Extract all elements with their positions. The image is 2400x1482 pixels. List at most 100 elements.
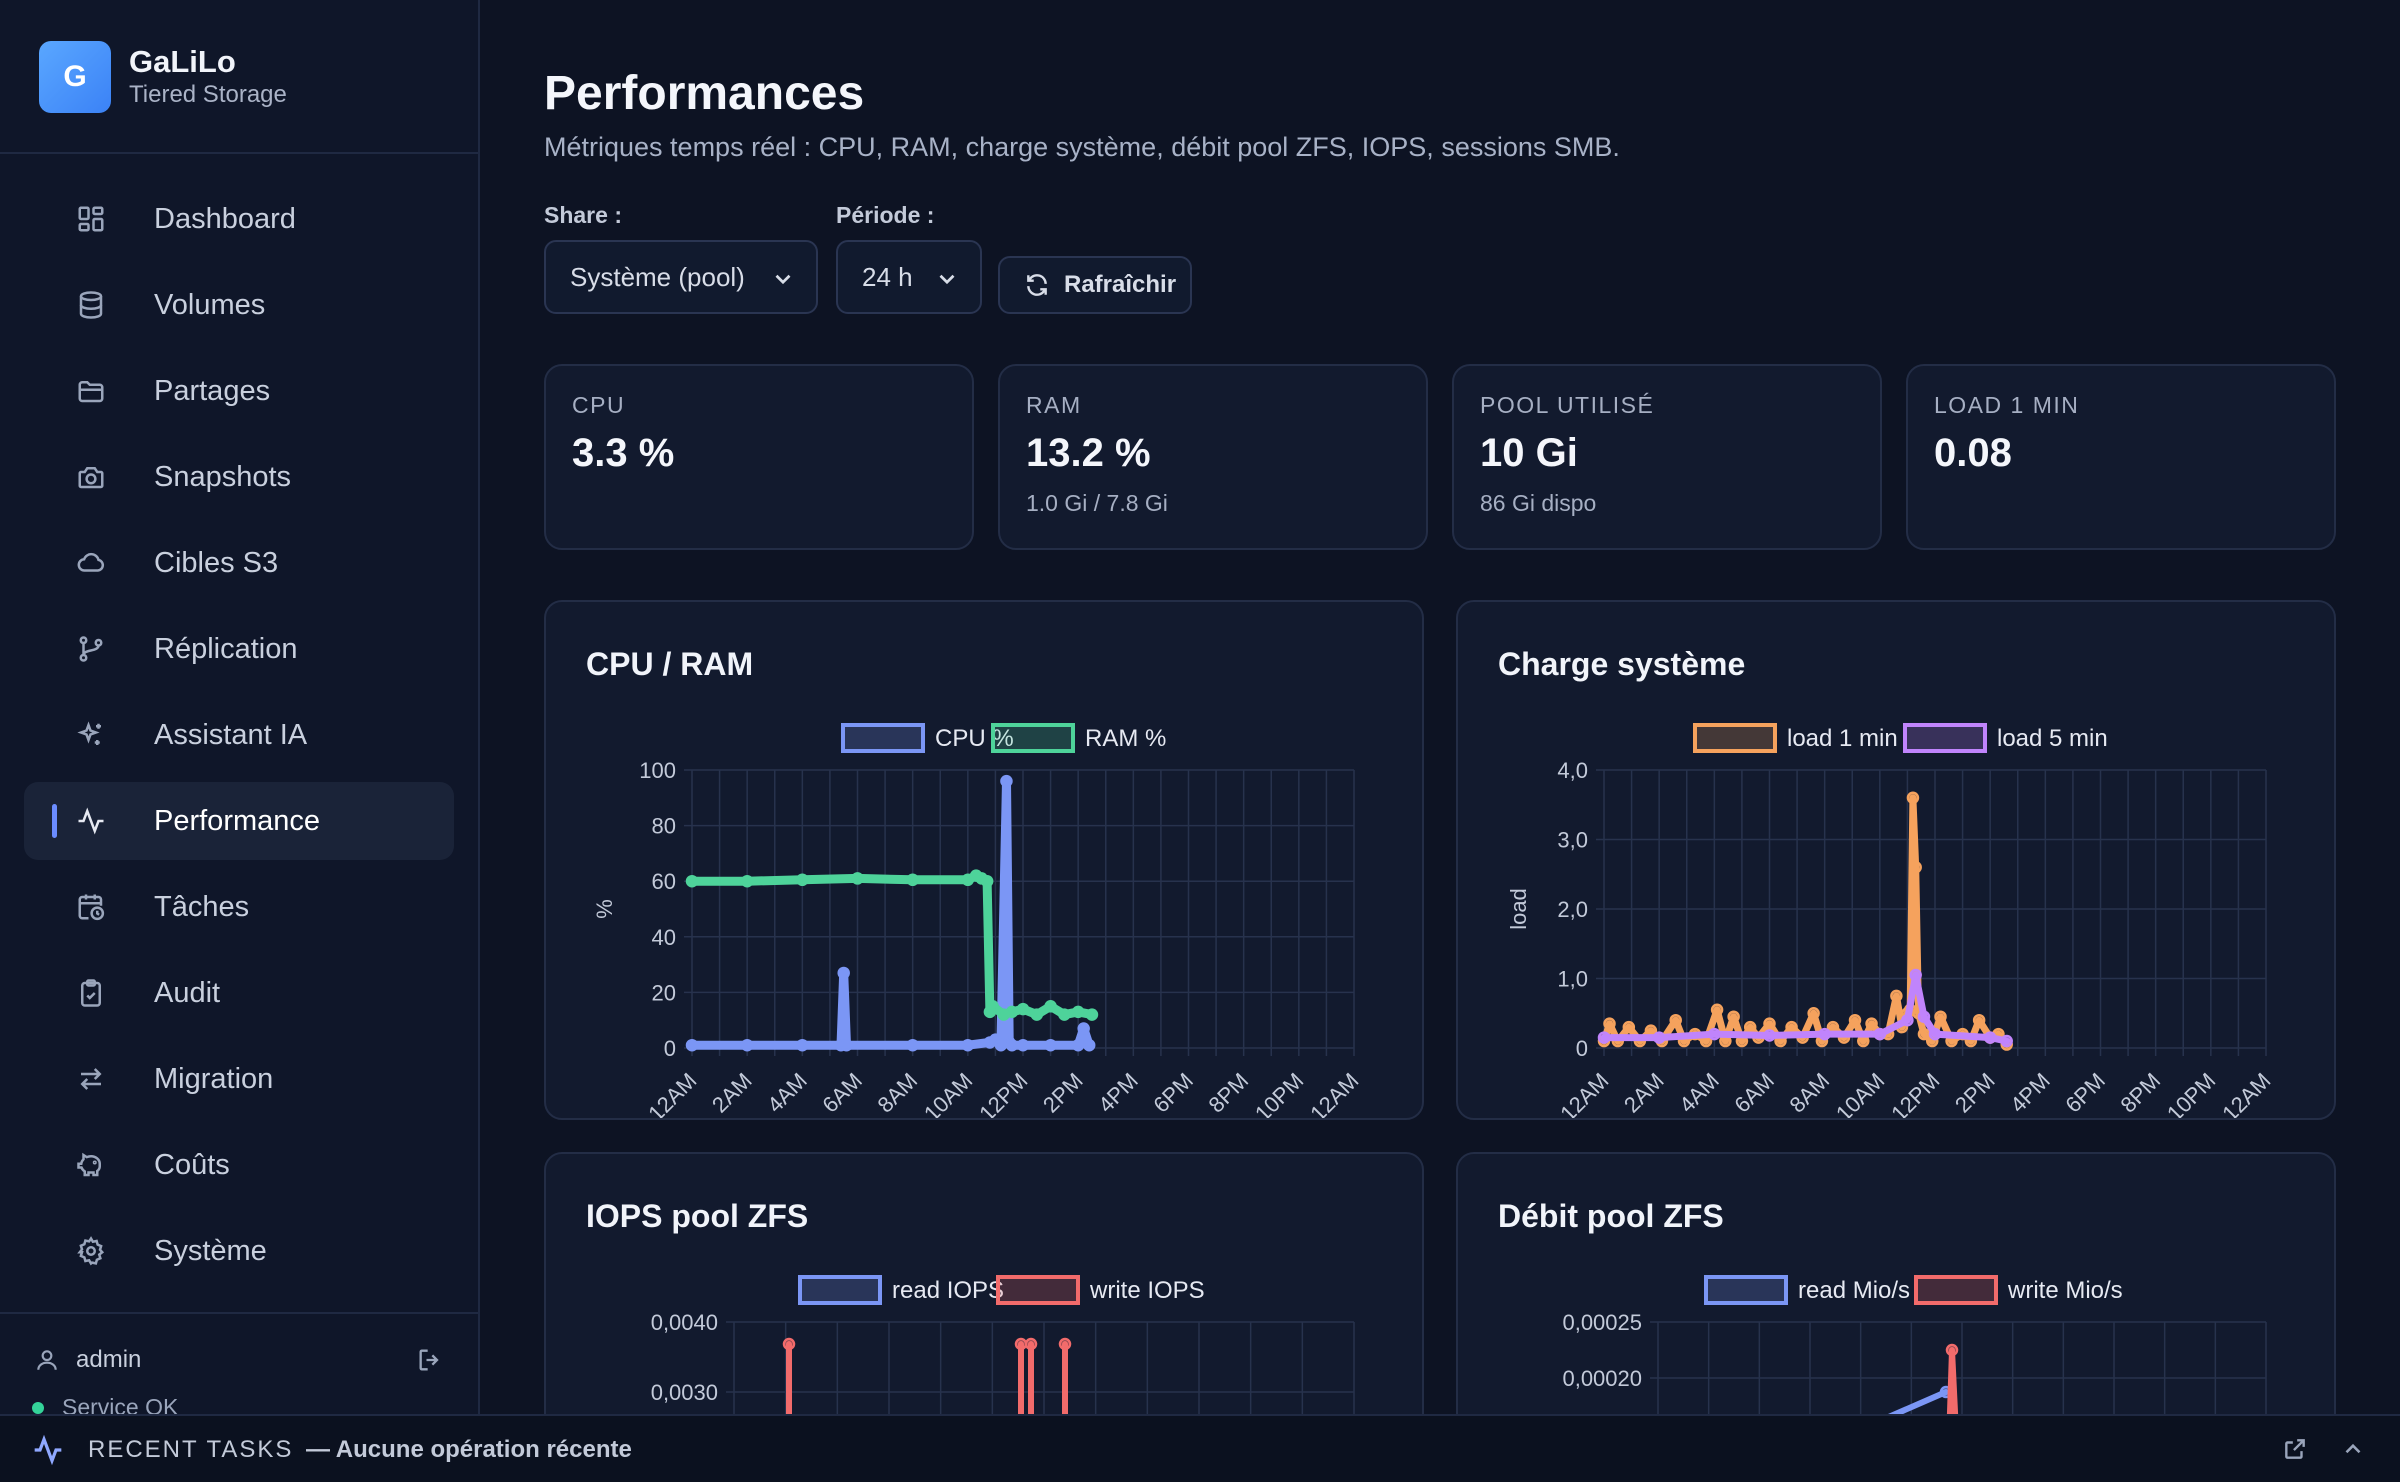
sidebar-item-partages[interactable]: Partages bbox=[24, 352, 454, 430]
x-tick-label: 2PM bbox=[1038, 1068, 1088, 1118]
y-tick-label: 4,0 bbox=[1557, 758, 1588, 783]
refresh-button[interactable]: Rafraîchir bbox=[998, 256, 1192, 314]
x-tick-label: 10AM bbox=[1831, 1068, 1889, 1120]
sidebar-item-label: Coûts bbox=[154, 1148, 230, 1181]
recent-tasks-bar[interactable]: RECENT TASKS — Aucune opération récente bbox=[0, 1414, 2400, 1482]
share-select[interactable]: Système (pool) bbox=[544, 240, 818, 314]
sidebar-item-performance[interactable]: Performance bbox=[24, 782, 454, 860]
page-title: Performances bbox=[544, 67, 865, 120]
data-point bbox=[1016, 1038, 1030, 1052]
y-tick-label: 2,0 bbox=[1557, 897, 1588, 922]
data-point bbox=[1000, 774, 1013, 788]
data-point bbox=[782, 1337, 796, 1351]
period-label: Période : bbox=[836, 202, 935, 228]
sidebar-item-audit[interactable]: Audit bbox=[24, 954, 454, 1032]
y-tick-label: 3,0 bbox=[1557, 828, 1588, 853]
sidebar-item-volumes[interactable]: Volumes bbox=[24, 266, 454, 344]
data-point bbox=[1934, 1010, 1947, 1023]
data-point bbox=[906, 1038, 919, 1052]
data-point bbox=[1044, 1038, 1057, 1052]
legend-swatch bbox=[1903, 723, 1987, 753]
sidebar-item-cibles-s3[interactable]: Cibles S3 bbox=[24, 524, 454, 602]
data-point bbox=[2000, 1034, 2013, 1048]
data-point bbox=[837, 966, 850, 980]
data-point bbox=[740, 1038, 754, 1052]
y-tick-label: 0,00025 bbox=[1562, 1310, 1642, 1335]
legend-label: RAM % bbox=[1085, 725, 1166, 752]
sidebar-item-couts[interactable]: Coûts bbox=[24, 1126, 454, 1204]
stat-card-pool: POOL UTILISÉ 10 Gi 86 Gi dispo bbox=[1452, 364, 1882, 550]
sidebar-item-dashboard[interactable]: Dashboard bbox=[24, 180, 454, 258]
sidebar: G GaLiLo Tiered Storage Dashboard Volume… bbox=[0, 0, 480, 1420]
y-tick-label: 0,0030 bbox=[651, 1380, 718, 1405]
brand[interactable]: G GaLiLo Tiered Storage bbox=[39, 40, 287, 114]
y-tick-label: 0 bbox=[664, 1036, 676, 1061]
data-point bbox=[1603, 1017, 1616, 1030]
y-axis-label: % bbox=[592, 899, 617, 919]
sidebar-item-label: Migration bbox=[154, 1062, 274, 1095]
sidebar-item-assistant-ia[interactable]: Assistant IA bbox=[24, 696, 454, 774]
stat-card-cpu: CPU 3.3 % bbox=[544, 364, 974, 550]
user-menu[interactable]: admin bbox=[34, 1346, 141, 1374]
x-tick-label: 10AM bbox=[919, 1068, 977, 1120]
share-select-value: Système (pool) bbox=[570, 261, 745, 292]
stat-key: CPU bbox=[572, 392, 626, 418]
x-tick-label: 8PM bbox=[2116, 1068, 2166, 1118]
sidebar-item-taches[interactable]: Tâches bbox=[24, 868, 454, 946]
refresh-label: Rafraîchir bbox=[1064, 271, 1177, 298]
database-icon bbox=[79, 291, 103, 319]
sidebar-item-snapshots[interactable]: Snapshots bbox=[24, 438, 454, 516]
x-tick-label: 2AM bbox=[707, 1068, 757, 1118]
stat-value: 10 Gi bbox=[1480, 431, 1578, 475]
camera-icon bbox=[78, 467, 104, 489]
data-point bbox=[1071, 1005, 1085, 1019]
data-point bbox=[1972, 1013, 1986, 1027]
sidebar-item-label: Système bbox=[154, 1234, 267, 1267]
stat-value: 3.3 % bbox=[572, 431, 675, 475]
chevron-up-icon[interactable] bbox=[2340, 1436, 2366, 1462]
data-point bbox=[1928, 1027, 1942, 1041]
period-select-value: 24 h bbox=[862, 261, 913, 292]
sidebar-item-label: Dashboard bbox=[154, 202, 296, 235]
share-label: Share : bbox=[544, 202, 622, 228]
data-point bbox=[1085, 1008, 1099, 1021]
logout-icon[interactable] bbox=[416, 1346, 444, 1374]
chevron-down-icon bbox=[775, 274, 791, 285]
x-tick-label: 12PM bbox=[1886, 1068, 1944, 1120]
legend-label: write Mio/s bbox=[2007, 1277, 2123, 1304]
data-point bbox=[1710, 1003, 1724, 1017]
sidebar-item-replication[interactable]: Réplication bbox=[24, 610, 454, 688]
status-dot bbox=[32, 1401, 44, 1414]
arrows-exchange-icon bbox=[80, 1068, 102, 1090]
data-point bbox=[1005, 1038, 1019, 1052]
series-line bbox=[1600, 971, 2011, 1045]
data-point bbox=[851, 872, 864, 885]
external-link-icon[interactable] bbox=[2282, 1436, 2308, 1462]
x-tick-label: 4PM bbox=[2005, 1068, 2055, 1118]
brand-subtitle: Tiered Storage bbox=[129, 81, 287, 108]
data-point bbox=[1727, 1010, 1740, 1023]
user-icon bbox=[37, 1350, 57, 1370]
legend-label: load 5 min bbox=[1997, 725, 2108, 752]
data-point bbox=[1890, 989, 1903, 1003]
sidebar-item-systeme[interactable]: Système bbox=[24, 1212, 454, 1290]
series-line bbox=[1600, 794, 2011, 1048]
data-point bbox=[1807, 1007, 1820, 1020]
sidebar-item-migration[interactable]: Migration bbox=[24, 1040, 454, 1118]
stat-value: 0.08 bbox=[1934, 431, 2012, 475]
sidebar-item-label: Partages bbox=[154, 374, 271, 407]
data-point bbox=[1077, 1022, 1090, 1035]
data-point bbox=[796, 1038, 809, 1052]
period-select[interactable]: 24 h bbox=[836, 240, 982, 314]
stat-card-ram: RAM 13.2 % 1.0 Gi / 7.8 Gi bbox=[998, 364, 1428, 550]
data-point bbox=[1909, 968, 1922, 982]
data-point bbox=[1865, 1017, 1878, 1030]
y-tick-label: 100 bbox=[639, 758, 676, 783]
data-point bbox=[1082, 1038, 1096, 1052]
x-tick-label: 8PM bbox=[1204, 1068, 1254, 1118]
data-point bbox=[1785, 1020, 1798, 1034]
data-point bbox=[1763, 1029, 1776, 1042]
x-tick-label: 10PM bbox=[2162, 1068, 2220, 1120]
x-tick-label: 4AM bbox=[1674, 1068, 1724, 1118]
y-axis-label: load bbox=[1506, 888, 1531, 930]
